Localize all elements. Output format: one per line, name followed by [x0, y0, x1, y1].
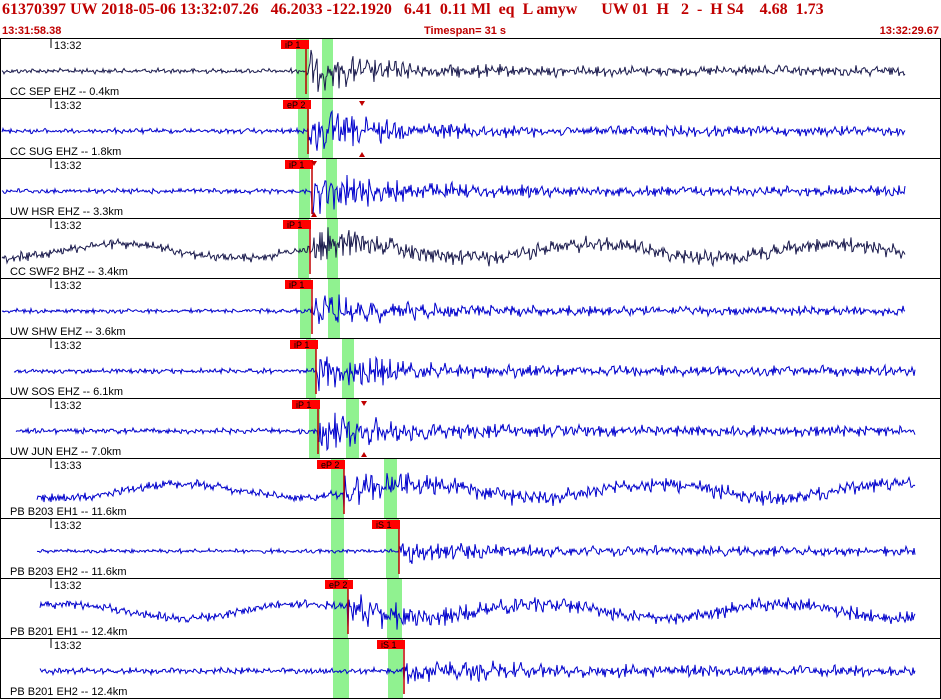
- pick-window: [333, 639, 349, 698]
- time-label: 13:32: [54, 640, 82, 652]
- pick-label: eP 2: [329, 580, 347, 590]
- trace-frame: [0, 218, 941, 279]
- pick-label: eP 2: [287, 100, 305, 110]
- event-header: 61370397 UW 2018-05-06 13:32:07.26 46.20…: [0, 0, 941, 37]
- waveform: [1, 109, 906, 151]
- pick-window: [387, 579, 402, 638]
- waveform: [1, 174, 906, 216]
- pick-window: [333, 579, 348, 638]
- time-label: 13:32: [54, 40, 82, 52]
- waveform: [36, 472, 916, 509]
- station-label: UW HSR EHZ -- 3.3km: [10, 206, 123, 218]
- triangle-marker: [311, 212, 317, 217]
- pick-label: eP 2: [321, 460, 339, 470]
- pick-label: iS 1: [376, 520, 392, 530]
- waveform: [36, 542, 916, 565]
- pick-label-box: [317, 460, 345, 469]
- pick-window: [309, 399, 320, 458]
- pick-window: [342, 339, 354, 398]
- seismogram-panel[interactable]: iP 1 13:32 CC SEP EHZ -- 0.4km eP 2 13:32 CC …: [0, 38, 941, 700]
- waveform: [1, 49, 906, 92]
- station-label: PB B201 EH1 -- 12.4km: [10, 626, 127, 638]
- triangle-marker: [361, 401, 367, 406]
- pick-window: [322, 99, 333, 158]
- pick-label-box: [290, 340, 318, 349]
- station-label: UW SOS EHZ -- 6.1km: [10, 386, 123, 398]
- time-label: 13:32: [54, 220, 82, 232]
- trace-frame: [0, 98, 941, 159]
- triangle-marker: [359, 152, 365, 157]
- pick-label: iP 1: [289, 280, 304, 290]
- pick-label-box: [372, 520, 400, 529]
- station-label: PB B203 EH2 -- 11.6km: [10, 566, 127, 578]
- trace-frame: [0, 158, 941, 219]
- time-label: 13:32: [54, 280, 82, 292]
- triangle-marker: [311, 161, 317, 166]
- pick-label: iP 1: [287, 220, 302, 230]
- time-label: 13:32: [54, 100, 82, 112]
- station-label: UW JUN EHZ -- 7.0km: [10, 446, 121, 458]
- station-label: PB B201 EH2 -- 12.4km: [10, 686, 127, 698]
- timespan-label: Timespan= 31 s: [424, 25, 507, 37]
- trace-frame: [0, 338, 941, 399]
- pick-label-box: [292, 400, 320, 409]
- time-label: 13:33: [54, 460, 82, 472]
- station-label: PB B203 EH1 -- 11.6km: [10, 506, 127, 518]
- waveform: [39, 660, 916, 684]
- time-label: 13:32: [54, 340, 82, 352]
- event-summary: 61370397 UW 2018-05-06 13:32:07.26 46.20…: [2, 1, 824, 18]
- station-label: CC SEP EHZ -- 0.4km: [10, 86, 119, 98]
- pick-window: [346, 399, 359, 458]
- pick-label-box: [377, 640, 405, 649]
- station-label: CC SUG EHZ -- 1.8km: [10, 146, 121, 158]
- pick-window: [331, 519, 344, 578]
- waveform: [1, 227, 906, 268]
- pick-window: [300, 279, 311, 338]
- pick-window: [386, 519, 399, 578]
- waveform: [1, 294, 906, 325]
- pick-label-box: [283, 100, 311, 109]
- pick-window: [298, 99, 309, 158]
- station-label: UW SHW EHZ -- 3.6km: [10, 326, 126, 338]
- pick-label: iP 1: [289, 160, 304, 170]
- time-label: 13:32: [54, 580, 82, 592]
- pick-label-box: [281, 40, 309, 49]
- station-label: CC SWF2 BHZ -- 3.4km: [10, 266, 128, 278]
- triangle-marker: [359, 101, 365, 106]
- trace-frame: [0, 518, 941, 579]
- start-time: 13:31:58.38: [2, 25, 62, 37]
- trace-frame: [0, 638, 941, 699]
- time-label: 13:32: [54, 400, 82, 412]
- pick-label-box: [325, 580, 353, 589]
- pick-window: [331, 459, 344, 518]
- pick-window: [327, 219, 338, 278]
- pick-label-box: [285, 160, 313, 169]
- pick-label-box: [283, 220, 311, 229]
- pick-label: iP 1: [296, 400, 311, 410]
- pick-label: iP 1: [285, 40, 300, 50]
- pick-window: [326, 159, 337, 218]
- pick-label: iP 1: [294, 340, 309, 350]
- time-label: 13:32: [54, 160, 82, 172]
- pick-label-box: [285, 280, 313, 289]
- waveform: [15, 412, 916, 452]
- pick-label: iS 1: [381, 640, 397, 650]
- time-label: 13:32: [54, 520, 82, 532]
- waveform: [13, 355, 916, 392]
- pick-window: [306, 339, 316, 398]
- pick-window: [328, 279, 340, 338]
- pick-window: [388, 639, 403, 698]
- end-time: 13:32:29.67: [879, 25, 939, 37]
- pick-window: [299, 159, 310, 218]
- waveform: [39, 594, 916, 630]
- triangle-marker: [361, 452, 367, 457]
